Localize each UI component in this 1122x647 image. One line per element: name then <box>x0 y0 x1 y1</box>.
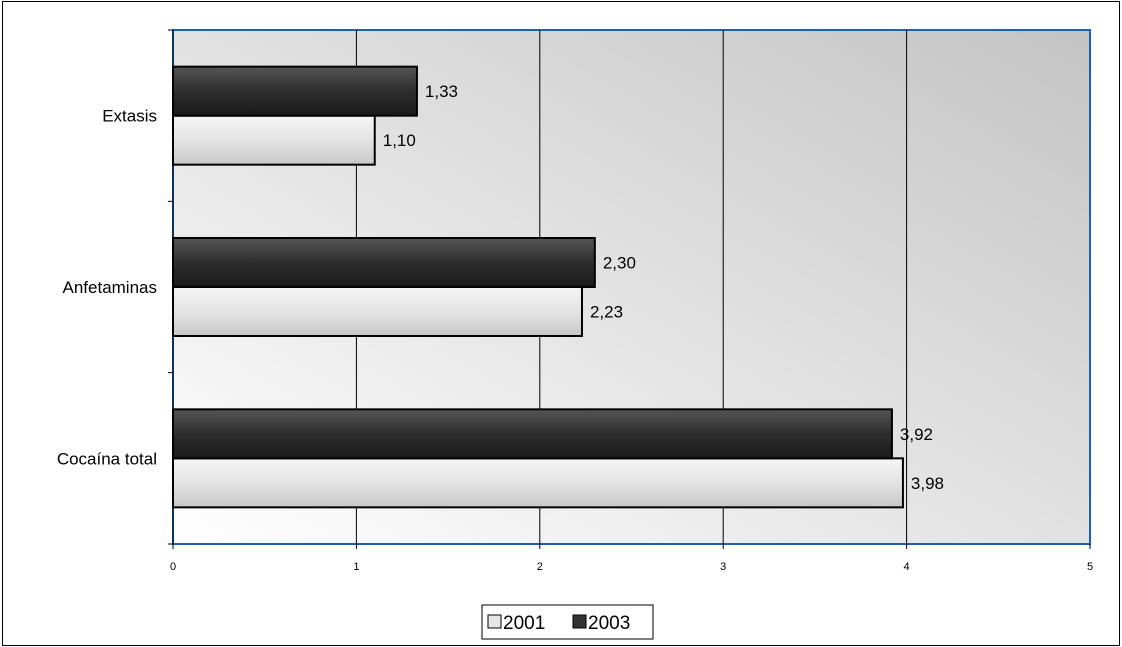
data-label: 3,92 <box>900 425 933 444</box>
x-axis: 0 1 2 3 4 5 <box>170 544 1093 573</box>
x-tick-label: 0 <box>170 561 176 573</box>
legend-swatch-2001 <box>487 614 502 629</box>
bar-2003-2 <box>172 408 893 460</box>
bar-2001-2 <box>172 457 904 509</box>
x-tick-label: 2 <box>537 561 543 573</box>
legend: 2001 2003 <box>481 604 654 640</box>
category-label: Cocaína total <box>57 449 157 468</box>
x-tick-label: 4 <box>904 561 910 573</box>
legend-label-2001: 2001 <box>503 613 545 634</box>
category-label: Extasis <box>102 107 157 126</box>
x-tick-label: 1 <box>353 561 359 573</box>
x-tick-label: 3 <box>720 561 726 573</box>
bar-2001-1 <box>172 286 583 337</box>
data-label: 1,10 <box>383 131 416 150</box>
data-label: 1,33 <box>425 82 458 101</box>
legend-box <box>481 604 654 640</box>
bar-2001-0 <box>172 114 376 166</box>
bar-2003-1 <box>172 237 596 288</box>
legend-swatch-2003 <box>572 614 587 629</box>
data-label: 3,98 <box>911 474 944 493</box>
bar-2003-0 <box>172 65 418 117</box>
data-label: 2,23 <box>590 303 623 322</box>
category-label: Anfetaminas <box>63 278 158 297</box>
category-labels: Extasis Anfetaminas Cocaína total <box>57 107 157 469</box>
x-tick-label: 5 <box>1087 561 1093 573</box>
legend-label-2003: 2003 <box>588 613 630 634</box>
bars: 1,10 1,33 2,23 2,30 3,98 3,92 <box>172 65 944 509</box>
data-label: 2,30 <box>603 254 636 273</box>
bar-chart: 1,10 1,33 2,23 2,30 3,98 3,92 0 1 2 3 4 5 Extasis A… <box>57 29 1093 640</box>
